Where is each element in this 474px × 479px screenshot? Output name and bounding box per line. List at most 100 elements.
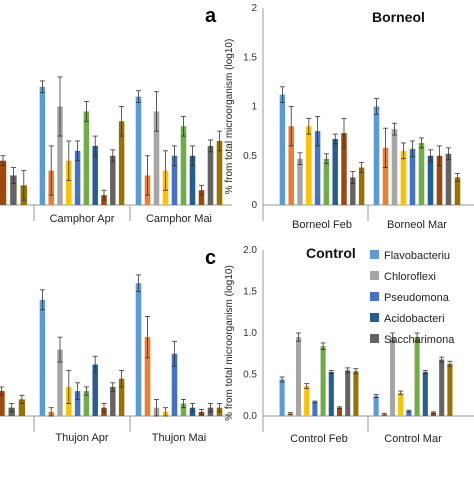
- borneol-bar: [409, 148, 416, 205]
- control-bar: [295, 337, 302, 416]
- control-category-label: Control Mar: [384, 433, 442, 445]
- borneol-bar: [314, 131, 321, 205]
- control-bar: [304, 386, 310, 416]
- borneol-bar: [436, 155, 443, 205]
- control-legend-label: Acidobacteri: [384, 313, 445, 325]
- control-legend-swatch: [370, 292, 379, 301]
- camphor-bar: [135, 96, 142, 205]
- camphor-bar: [216, 140, 223, 205]
- control-legend-label: Flavobacteriu: [384, 250, 450, 262]
- control-legend-swatch: [370, 250, 379, 259]
- control-bar: [414, 337, 420, 416]
- camphor-bar: [66, 160, 72, 205]
- borneol-bar: [373, 106, 380, 205]
- control-bar: [345, 370, 351, 416]
- thujon-bar: [39, 299, 46, 416]
- borneol-y-tick-label: 1.5: [243, 52, 257, 63]
- control-y-axis-label: % from total microorganism (log10): [224, 265, 235, 421]
- camphor-bar: [92, 145, 98, 205]
- control-legend-label: Chloroflexi: [384, 271, 436, 283]
- control-y-tick-label: 0.5: [243, 370, 257, 381]
- borneol-bar: [306, 126, 312, 205]
- camphor-bar: [118, 121, 125, 205]
- camphor-bar: [74, 150, 81, 205]
- borneol-bar: [454, 177, 461, 205]
- camphor-bar: [39, 86, 46, 205]
- thujon-bar: [144, 337, 151, 416]
- borneol-y-tick-label: 2: [251, 3, 257, 14]
- camphor-bar: [110, 155, 116, 205]
- control-bar: [279, 379, 285, 416]
- camphor-bar: [0, 160, 7, 205]
- control-bar: [406, 411, 412, 416]
- camphor-bar: [189, 155, 196, 205]
- borneol-y-tick-label: 1: [251, 102, 257, 113]
- borneol-bar: [418, 142, 425, 205]
- thujon-bar: [135, 283, 142, 416]
- camphor-category-label: Camphor Mai: [146, 213, 212, 225]
- borneol-title: Borneol: [372, 9, 425, 25]
- control-y-tick-label: 1.0: [243, 328, 257, 339]
- thujon-bar: [18, 399, 26, 416]
- borneol-y-tick-label: 0: [251, 200, 257, 211]
- thujon-category-label: Thujon Apr: [55, 432, 109, 444]
- borneol-bar: [445, 153, 452, 205]
- panel-letter-a: a: [205, 5, 217, 27]
- thujon-bar: [74, 391, 81, 416]
- camphor-bar: [198, 190, 205, 205]
- borneol-category-label: Borneol Mar: [387, 219, 447, 231]
- control-bar: [373, 396, 379, 416]
- panel-letter-c: c: [205, 247, 216, 269]
- control-y-tick-label: 1.5: [243, 287, 257, 298]
- camphor-bar: [180, 126, 187, 205]
- control-bar: [353, 371, 359, 416]
- camphor-bar: [10, 175, 17, 205]
- control-legend-label: Saccharimona: [384, 334, 455, 346]
- camphor-bar: [83, 111, 90, 205]
- camphor-bar: [171, 155, 178, 205]
- borneol-bar: [288, 126, 294, 205]
- control-bar: [447, 363, 453, 416]
- thujon-bar: [83, 391, 90, 416]
- thujon-bar: [92, 364, 98, 416]
- control-bar: [439, 359, 445, 416]
- control-bar: [312, 401, 318, 416]
- control-legend-swatch: [370, 271, 379, 280]
- borneol-bar: [297, 158, 303, 205]
- thujon-category-label: Thujon Mai: [152, 432, 206, 444]
- borneol-bar: [382, 147, 389, 205]
- thujon-bar: [0, 391, 5, 416]
- control-category-label: Control Feb: [290, 433, 347, 445]
- borneol-bar: [427, 155, 434, 205]
- borneol-bar: [350, 177, 356, 205]
- control-legend-swatch: [370, 334, 379, 343]
- camphor-bar: [57, 106, 63, 205]
- camphor-bar: [207, 145, 214, 205]
- borneol-y-axis-label: % from total microorganism (log10): [224, 39, 235, 195]
- control-bar: [320, 346, 326, 416]
- borneol-bar: [400, 150, 407, 205]
- borneol-category-label: Borneol Feb: [292, 219, 352, 231]
- control-y-tick-label: 2.0: [243, 245, 257, 256]
- control-y-tick-label: 0.0: [243, 411, 257, 422]
- control-bar: [328, 372, 334, 416]
- camphor-bar: [153, 111, 160, 205]
- camphor-category-label: Camphor Apr: [50, 213, 115, 225]
- control-bar: [422, 372, 428, 416]
- control-bar: [389, 337, 396, 416]
- control-legend-swatch: [370, 313, 379, 322]
- borneol-bar: [341, 133, 347, 205]
- thujon-bar: [110, 386, 116, 416]
- control-bar: [336, 407, 343, 416]
- borneol-bar: [332, 139, 338, 205]
- thujon-bar: [171, 353, 178, 416]
- borneol-bar: [279, 94, 286, 205]
- control-bar: [287, 413, 293, 416]
- thujon-bar: [118, 378, 125, 416]
- borneol-bar: [391, 129, 398, 205]
- borneol-y-tick-label: 0.5: [243, 151, 257, 162]
- borneol-bar: [323, 158, 330, 205]
- control-legend-label: Pseudomona: [384, 292, 450, 304]
- thujon-bar: [180, 403, 187, 416]
